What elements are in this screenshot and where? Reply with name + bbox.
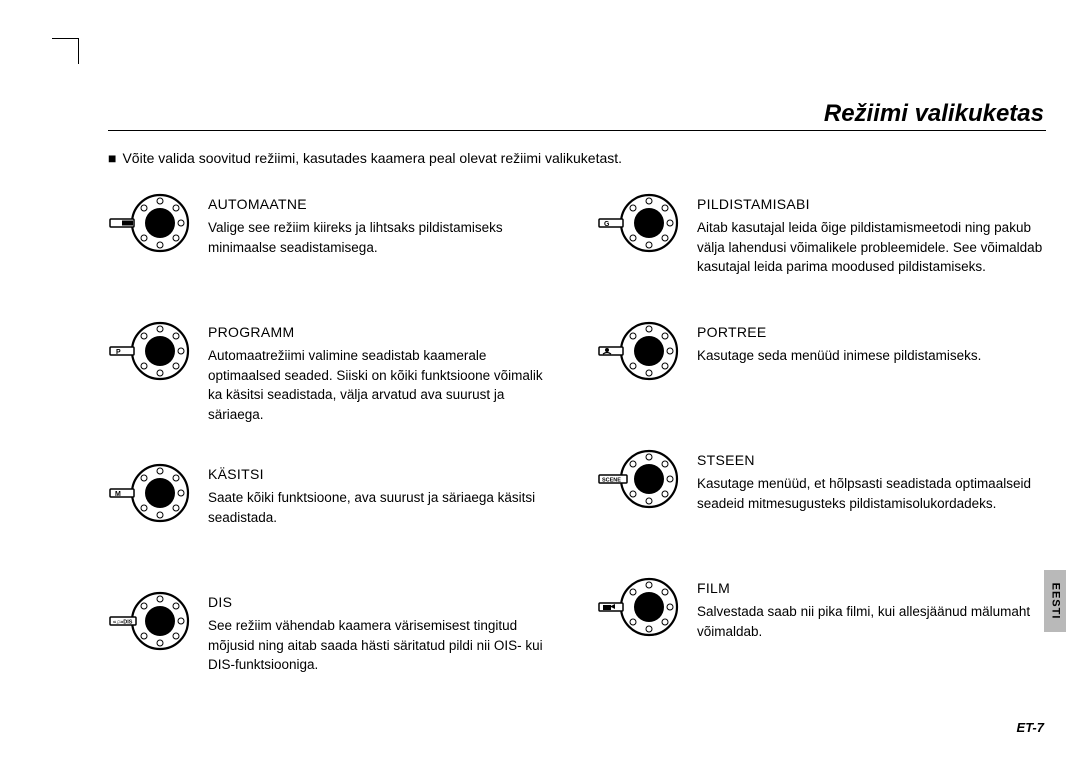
left-column: AUTOMAATNE Valige see režiim kiireks ja … xyxy=(108,192,557,718)
mode-description: Kasutage seda menüüd inimese pildistamis… xyxy=(697,346,1046,366)
mode-dial-icon: SCENE xyxy=(597,448,679,510)
svg-text:G: G xyxy=(604,221,610,228)
mode-description: Kasutage menüüd, et hõlpsasti seadistada… xyxy=(697,474,1046,513)
svg-text:SCENE: SCENE xyxy=(602,478,621,484)
mode-dial-icon: P xyxy=(108,320,190,382)
mode-dial-icon xyxy=(597,320,679,382)
mode-text: PILDISTAMISABI Aitab kasutajal leida õig… xyxy=(697,192,1046,282)
mode-title: PILDISTAMISABI xyxy=(697,196,1046,212)
horizontal-rule xyxy=(108,130,1046,131)
mode-item: FILM Salvestada saab nii pika filmi, kui… xyxy=(597,576,1046,666)
mode-text: STSEEN Kasutage menüüd, et hõlpsasti sea… xyxy=(697,448,1046,538)
mode-item: SCENE STSEEN Kasutage menüüd, et hõlpsas… xyxy=(597,448,1046,538)
mode-item: P PROGRAMM Automaatrežiimi valimine sead… xyxy=(108,320,557,424)
mode-description: Valige see režiim kiireks ja lihtsaks pi… xyxy=(208,218,557,257)
content-columns: AUTOMAATNE Valige see režiim kiireks ja … xyxy=(108,192,1046,718)
mode-item: G PILDISTAMISABI Aitab kasutajal leida õ… xyxy=(597,192,1046,282)
mode-text: DIS See režiim vähendab kaamera värisemi… xyxy=(208,590,557,680)
mode-text: PORTREE Kasutage seda menüüd inimese pil… xyxy=(697,320,1046,410)
mode-dial-icon: M xyxy=(108,462,190,524)
crop-mark xyxy=(52,38,78,39)
right-column: G PILDISTAMISABI Aitab kasutajal leida õ… xyxy=(597,192,1046,718)
svg-text:«♫»DIS: «♫»DIS xyxy=(113,620,133,626)
mode-title: KÄSITSI xyxy=(208,466,557,482)
page-title: Režiimi valikuketas xyxy=(824,100,1044,128)
mode-text: KÄSITSI Saate kõiki funktsioone, ava suu… xyxy=(208,462,557,552)
mode-text: PROGRAMM Automaatrežiimi valimine seadis… xyxy=(208,320,557,424)
mode-description: Saate kõiki funktsioone, ava suurust ja … xyxy=(208,488,557,527)
mode-title: FILM xyxy=(697,580,1046,596)
mode-text: FILM Salvestada saab nii pika filmi, kui… xyxy=(697,576,1046,666)
mode-description: Automaatrežiimi valimine seadistab kaame… xyxy=(208,346,557,424)
svg-text:M: M xyxy=(115,491,121,498)
mode-item: «♫»DIS DIS See režiim vähendab kaamera v… xyxy=(108,590,557,680)
page-number: ET-7 xyxy=(1017,720,1044,735)
language-tab-label: EESTI xyxy=(1049,583,1061,620)
crop-mark xyxy=(78,38,79,64)
mode-title: PORTREE xyxy=(697,324,1046,340)
mode-dial-icon: «♫»DIS xyxy=(108,590,190,652)
mode-dial-icon xyxy=(597,576,679,638)
svg-text:P: P xyxy=(116,349,121,356)
mode-title: PROGRAMM xyxy=(208,324,557,340)
mode-title: AUTOMAATNE xyxy=(208,196,557,212)
language-tab: EESTI xyxy=(1044,570,1066,632)
mode-item: AUTOMAATNE Valige see režiim kiireks ja … xyxy=(108,192,557,282)
mode-title: STSEEN xyxy=(697,452,1046,468)
mode-dial-icon xyxy=(108,192,190,254)
mode-item: M KÄSITSI Saate kõiki funktsioone, ava s… xyxy=(108,462,557,552)
mode-description: See režiim vähendab kaamera värisemisest… xyxy=(208,616,557,675)
mode-description: Salvestada saab nii pika filmi, kui alle… xyxy=(697,602,1046,641)
mode-description: Aitab kasutajal leida õige pildistamisme… xyxy=(697,218,1046,277)
mode-text: AUTOMAATNE Valige see režiim kiireks ja … xyxy=(208,192,557,282)
mode-dial-icon: G xyxy=(597,192,679,254)
intro-text: Võite valida soovitud režiimi, kasutades… xyxy=(108,150,622,166)
mode-title: DIS xyxy=(208,594,557,610)
mode-item: PORTREE Kasutage seda menüüd inimese pil… xyxy=(597,320,1046,410)
